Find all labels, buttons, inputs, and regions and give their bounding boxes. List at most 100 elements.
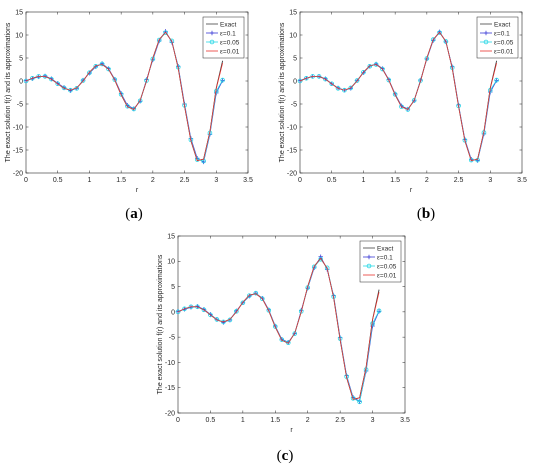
legend-item: Exact: [206, 21, 236, 28]
x-tick-label: 1: [241, 417, 245, 424]
data-point: [297, 78, 303, 84]
caption-open-paren: (: [125, 206, 130, 222]
y-tick-label: 15: [167, 233, 175, 240]
data-point: [99, 61, 105, 67]
series-3: [177, 257, 380, 400]
legend-label: ε=0.01: [494, 48, 514, 55]
y-tick-label: 5: [293, 55, 297, 62]
series-line: [25, 31, 223, 161]
legend-marker: [209, 39, 215, 45]
data-point: [386, 77, 392, 83]
legend-label: ε=0.1: [494, 30, 510, 37]
data-point: [311, 264, 317, 270]
legend-item: ε=0.01: [206, 48, 240, 55]
legend-label: Exact: [377, 245, 393, 252]
x-tick-label: 0.5: [53, 177, 63, 184]
data-point: [367, 63, 373, 69]
data-point: [279, 337, 285, 342]
data-point: [424, 56, 430, 61]
legend-item: ε=0.01: [363, 272, 397, 279]
x-tick-label: 2.5: [454, 177, 464, 184]
axis-ticks: 0 0.5 1 1.5 2 2.5 3 3.5 -20 -15 -10 -5 0 5 10 15: [13, 9, 253, 184]
x-tick-label: 1.5: [116, 177, 126, 184]
data-point: [266, 308, 272, 313]
caption-close-paren: ): [430, 206, 435, 222]
x-tick-label: 2.5: [180, 177, 190, 184]
y-tick-label: -20: [13, 170, 23, 177]
data-point: [55, 81, 61, 87]
x-tick-label: 0.5: [206, 417, 216, 424]
caption-close-paren: ): [138, 206, 143, 222]
data-point: [87, 70, 92, 76]
legend-marker: [209, 30, 215, 36]
panel-caption: (b): [417, 206, 435, 222]
data-point: [354, 78, 360, 83]
data-point: [68, 87, 73, 93]
data-point: [272, 324, 278, 329]
series-3: [25, 31, 223, 161]
legend-item: ε=0.05: [480, 39, 514, 46]
legend-label: Exact: [494, 21, 510, 28]
legend-item: Exact: [363, 245, 393, 252]
series-3: [299, 31, 497, 161]
data-point: [247, 293, 252, 298]
y-tick-label: 15: [15, 9, 23, 16]
y-axis-title: The exact solution f(r) and its approxim…: [5, 22, 12, 162]
data-point: [112, 77, 118, 82]
caption-letter: a: [130, 206, 138, 222]
y-tick-label: -20: [165, 410, 175, 417]
y-tick-label: 10: [15, 32, 23, 39]
legend-label: ε=0.01: [220, 48, 240, 55]
y-tick-label: -5: [169, 335, 175, 342]
y-tick-label: -20: [287, 170, 297, 177]
data-point: [137, 98, 143, 104]
x-tick-label: 2.5: [335, 417, 345, 424]
x-tick-label: 1.5: [390, 177, 400, 184]
legend-item: ε=0.01: [480, 48, 514, 55]
y-tick-label: 10: [167, 259, 175, 266]
caption-close-paren: ): [288, 448, 293, 464]
axis-ticks: 0 0.5 1 1.5 2 2.5 3 3.5 -20 -15 -10 -5 0 5 10 15: [165, 233, 410, 424]
legend: Exact ε=0.1 ε=0.05 ε=0.01: [359, 240, 402, 283]
data-point: [93, 63, 99, 69]
legend-marker: [366, 254, 372, 260]
x-tick-label: 0: [24, 177, 28, 184]
data-point: [430, 37, 436, 42]
x-tick-label: 2: [425, 177, 429, 184]
panel-a: The exact solution f(r) and its approxim…: [5, 9, 253, 222]
legend-label: ε=0.01: [377, 272, 397, 279]
legend-marker: [483, 39, 489, 45]
x-tick-label: 3.5: [243, 177, 253, 184]
panel-caption: (c): [277, 448, 294, 464]
data-point: [418, 78, 423, 83]
data-point: [106, 66, 111, 72]
panel-caption: (a): [125, 206, 143, 222]
legend-label: Exact: [220, 21, 236, 28]
x-tick-label: 0: [298, 177, 302, 184]
legend-item: ε=0.05: [206, 39, 240, 46]
x-axis-title: r: [410, 187, 413, 194]
data-point: [80, 78, 86, 83]
data-point: [304, 75, 309, 81]
data-point: [156, 37, 162, 43]
data-point: [298, 309, 304, 314]
data-point: [220, 77, 225, 83]
caption-open-paren: (: [277, 448, 282, 464]
data-point: [376, 308, 382, 314]
data-point: [373, 62, 379, 67]
y-axis-title: The exact solution f(r) and its approxim…: [279, 22, 286, 162]
x-tick-label: 0: [176, 417, 180, 424]
data-point: [348, 85, 354, 91]
x-tick-label: 1: [87, 177, 91, 184]
legend-item: ε=0.1: [363, 254, 393, 261]
y-tick-label: -5: [17, 101, 23, 108]
data-point: [214, 317, 220, 322]
data-point: [201, 307, 207, 313]
series-line: [177, 257, 380, 400]
legend-item: ε=0.05: [363, 263, 397, 270]
data-point: [318, 256, 323, 262]
data-point: [494, 77, 499, 83]
x-tick-label: 3: [488, 177, 492, 184]
y-tick-label: -10: [13, 124, 23, 131]
